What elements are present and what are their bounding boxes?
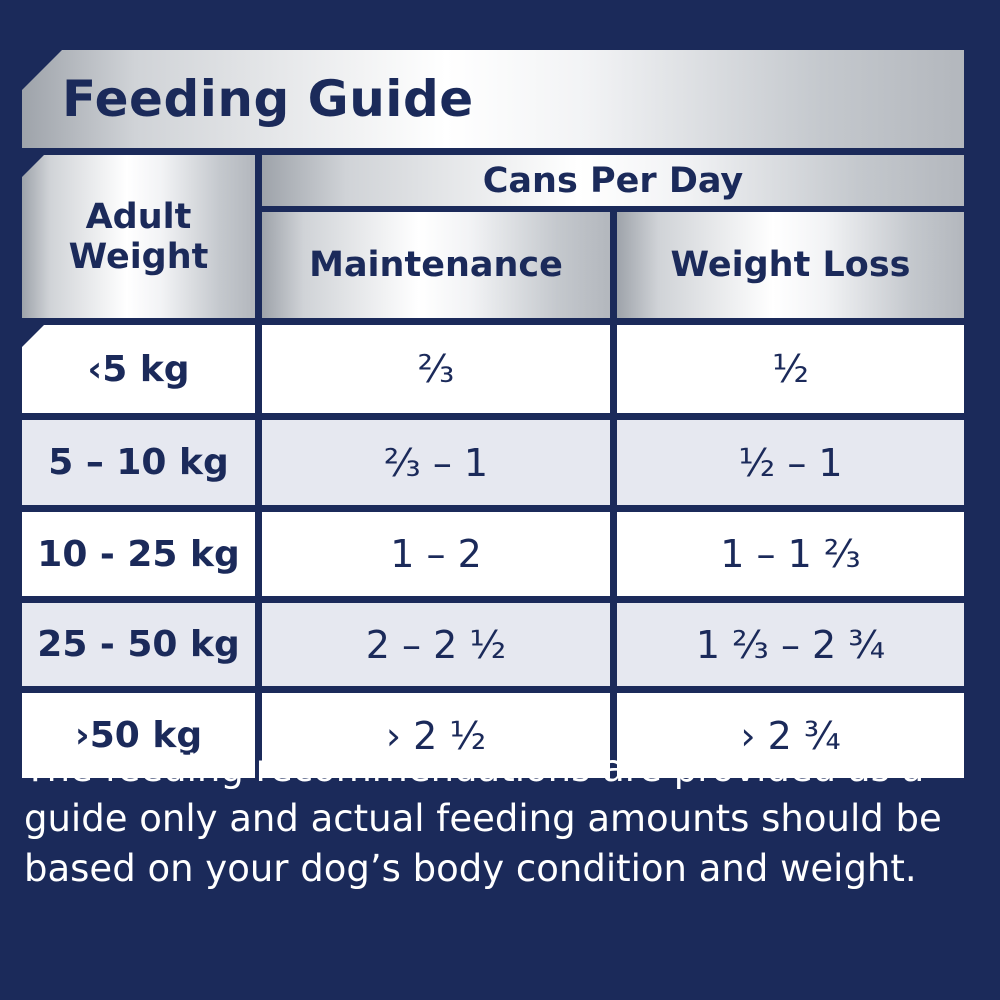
feeding-guide-panel: Feeding Guide Adult Weight Cans Per Day … — [22, 50, 964, 778]
table-row-weight-loss-cell: 1 – 1 ²⁄₃ — [617, 512, 964, 596]
table-row-maintenance-cell: › 2 ½ — [262, 693, 610, 778]
feeding-disclaimer: The feeding recommendations are provided… — [24, 747, 942, 890]
table-row-weight-loss-cell: › 2 ¾ — [617, 693, 964, 778]
table-row-maintenance-cell: 2 – 2 ½ — [262, 603, 610, 686]
table-row-weight-cell: 25 - 50 kg — [22, 603, 255, 686]
table-row-weight-cell: 5 – 10 kg — [22, 420, 255, 505]
table-row-weight-cell: ›50 kg — [22, 693, 255, 778]
table-row-maintenance-cell: ²⁄₃ — [262, 325, 610, 413]
page-title: Feeding Guide — [62, 70, 474, 128]
table-row-maintenance-cell: ²⁄₃ – 1 — [262, 420, 610, 505]
table-row-maintenance-cell: 1 – 2 — [262, 512, 610, 596]
table-row-weight-loss-cell: ½ — [617, 325, 964, 413]
adult-weight-header-line2: Weight — [68, 236, 209, 277]
table-row-weight-loss-cell: 1 ²⁄₃ – 2 ¾ — [617, 603, 964, 686]
adult-weight-header: Adult Weight — [22, 155, 255, 318]
maintenance-header: Maintenance — [262, 212, 610, 318]
cans-per-day-header: Cans Per Day — [262, 155, 964, 206]
table-row-weight-cell: 10 - 25 kg — [22, 512, 255, 596]
table-row-weight-cell: ‹5 kg — [22, 325, 255, 413]
title-bar: Feeding Guide — [22, 50, 964, 148]
table-row-weight-loss-cell: ½ – 1 — [617, 420, 964, 505]
weight-loss-header: Weight Loss — [617, 212, 964, 318]
adult-weight-header-line1: Adult — [85, 196, 192, 237]
